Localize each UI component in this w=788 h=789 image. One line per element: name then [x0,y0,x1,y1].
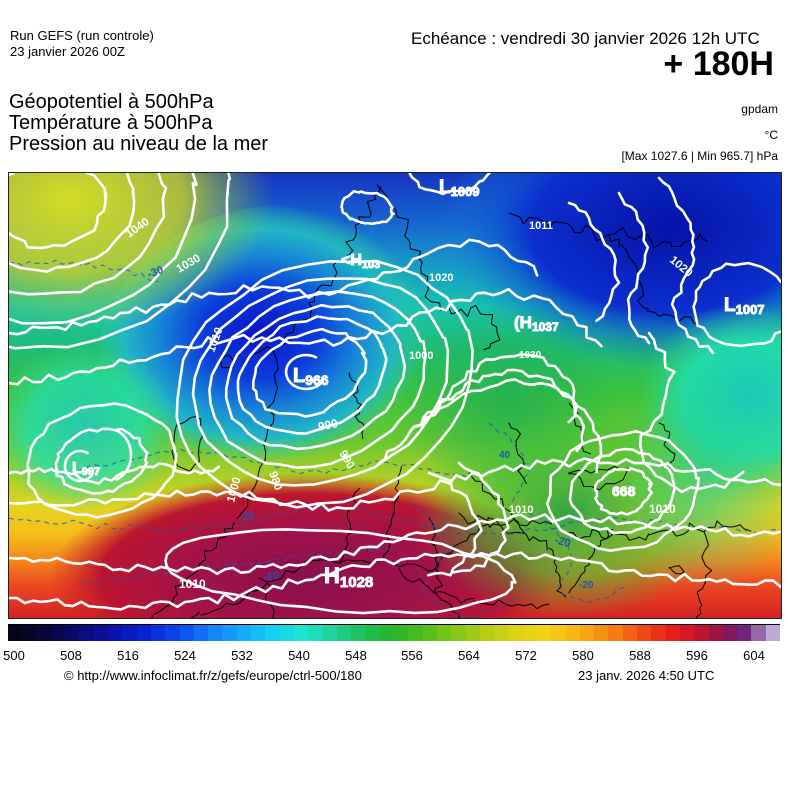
svg-text:1010: 1010 [509,504,533,516]
svg-text:1030: 1030 [519,350,542,361]
svg-text:1020: 1020 [429,272,453,284]
svg-text:1000: 1000 [409,350,433,362]
svg-text:-10: -10 [263,570,280,584]
svg-text:-20: -20 [238,510,255,524]
svg-text:1010: 1010 [179,577,206,591]
svg-text:668: 668 [612,483,636,499]
svg-text:1011: 1011 [529,220,553,232]
svg-text:-20: -20 [579,580,594,591]
svg-text:1010: 1010 [649,502,676,516]
svg-text:40: 40 [499,450,511,461]
